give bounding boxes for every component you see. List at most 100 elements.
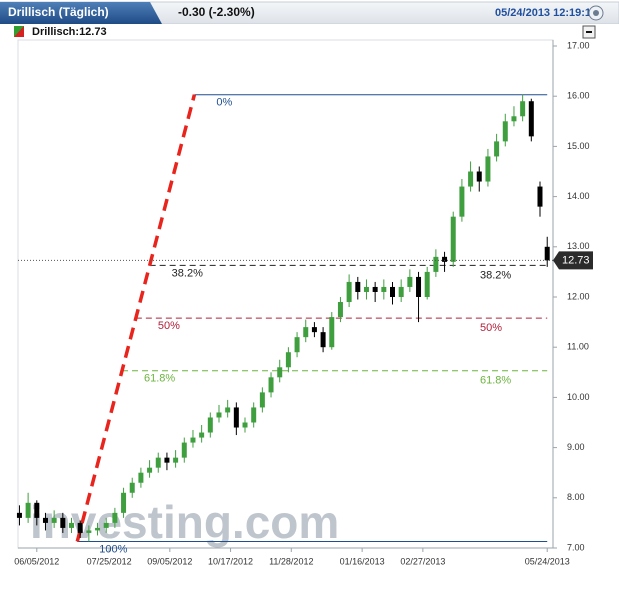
x-tick-label: 01/16/2013 <box>340 556 385 566</box>
candle-body <box>285 352 291 368</box>
fib-label-right: 38.2% <box>480 269 511 281</box>
candle-body <box>398 286 404 297</box>
candle-body <box>112 512 118 523</box>
candle-body <box>277 367 283 378</box>
symbol-price: Drillisch:12.73 <box>32 26 107 38</box>
candle-body <box>51 517 57 523</box>
candle-body <box>407 276 413 287</box>
fib-label: 100% <box>99 543 127 555</box>
candle-body <box>207 417 213 433</box>
candle-body <box>459 186 465 217</box>
candle-body <box>138 472 144 483</box>
refresh-icon <box>593 10 599 16</box>
candle-body <box>268 377 274 393</box>
candle-body <box>216 412 222 418</box>
candle-body <box>537 186 543 207</box>
candle-body <box>511 116 517 122</box>
x-tick-label: 06/05/2012 <box>14 556 59 566</box>
x-tick-label: 11/28/2012 <box>269 556 313 566</box>
candle-body <box>86 530 92 533</box>
candle-body <box>164 457 170 463</box>
candle-body <box>311 327 317 333</box>
candle-body <box>16 512 22 518</box>
y-tick-label: 10.00 <box>567 392 590 402</box>
symbol-icon-part <box>14 26 24 37</box>
candle-body <box>450 216 456 262</box>
change: -0.30 (-2.30%) <box>178 5 255 19</box>
y-tick-label: 7.00 <box>567 542 585 552</box>
candle-body <box>225 407 231 413</box>
candle-body <box>355 281 361 292</box>
candle-body <box>468 171 474 187</box>
x-tick-label: 10/17/2012 <box>208 556 253 566</box>
candle-body <box>181 442 187 458</box>
candle-body <box>303 327 309 338</box>
candle-body <box>233 407 239 428</box>
last-price-box <box>553 251 593 270</box>
candle-body <box>190 437 196 443</box>
candle-body <box>103 522 109 528</box>
fib-label-right: 50% <box>480 322 502 334</box>
candle-body <box>173 457 179 463</box>
candle-body <box>121 492 127 513</box>
candle-body <box>320 332 326 348</box>
candle-body <box>390 286 395 297</box>
candle-body <box>251 407 257 423</box>
candle-body <box>129 482 135 493</box>
candle-body <box>34 502 40 518</box>
fib-label: 0% <box>216 97 232 109</box>
candle-body <box>242 422 248 428</box>
fib-label: 61.8% <box>144 373 175 385</box>
x-tick-label: 02/27/2013 <box>400 556 445 566</box>
candle-body <box>485 156 491 182</box>
last-price-label: 12.73 <box>562 254 590 266</box>
y-tick-label: 14.00 <box>567 191 590 201</box>
candle-body <box>259 392 265 408</box>
candle-body <box>476 171 482 182</box>
candle-body <box>544 246 550 261</box>
candle-body <box>494 141 500 157</box>
x-tick-label: 05/24/2013 <box>525 556 570 566</box>
fib-label-right: 61.8% <box>480 375 511 387</box>
candle-body <box>329 317 335 348</box>
candle-body <box>155 457 161 468</box>
candle-body <box>381 286 387 292</box>
tab-title: Drillisch (Täglich) <box>8 5 109 19</box>
candle-body <box>528 101 534 137</box>
candle-body <box>363 286 369 292</box>
y-tick-label: 9.00 <box>567 442 585 452</box>
candle-body <box>424 271 430 297</box>
candle-body <box>520 101 526 117</box>
y-tick-label: 15.00 <box>567 141 590 151</box>
plot-area <box>17 39 554 549</box>
x-tick-label: 09/05/2012 <box>147 556 192 566</box>
candle-body <box>42 517 48 523</box>
candle-body <box>199 432 205 438</box>
y-tick-label: 11.00 <box>567 342 589 352</box>
timestamp: 05/24/2013 12:19:18 <box>495 7 597 19</box>
candle-body <box>69 522 74 528</box>
candle-body <box>147 467 153 473</box>
candle-body <box>433 256 439 272</box>
fib-label: 50% <box>158 320 180 332</box>
candle-body <box>337 302 343 318</box>
header-tab <box>0 2 162 24</box>
y-tick-label: 12.00 <box>567 291 590 301</box>
candle-body <box>60 517 66 528</box>
trend-line <box>75 94 197 542</box>
fib-label: 38.2% <box>172 267 203 279</box>
candle-body <box>372 286 378 292</box>
candle-body <box>294 337 300 353</box>
candle-body <box>442 256 448 262</box>
candle-body <box>346 281 352 303</box>
plot-layer: investing.com 7.008.009.0010.0011.0012.00… <box>14 40 593 566</box>
candle-body <box>95 527 101 531</box>
y-tick-label: 17.00 <box>567 40 590 50</box>
y-tick-label: 13.00 <box>567 241 590 251</box>
x-tick-label: 07/25/2012 <box>87 556 132 566</box>
sub-bar <box>0 24 619 40</box>
candle-body <box>25 502 31 518</box>
candle-body <box>416 276 422 297</box>
